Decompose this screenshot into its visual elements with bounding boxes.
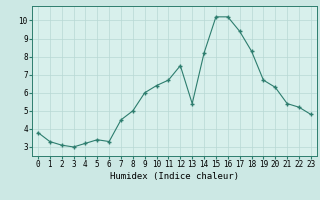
X-axis label: Humidex (Indice chaleur): Humidex (Indice chaleur) [110, 172, 239, 181]
